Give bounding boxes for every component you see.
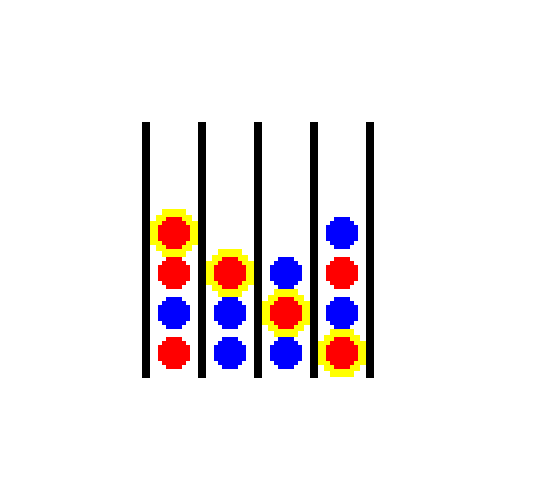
blue-ball xyxy=(270,257,302,289)
tube-wall xyxy=(366,122,374,378)
selected-red-ball xyxy=(318,329,366,377)
tube-wall xyxy=(198,122,206,378)
blue-ball xyxy=(326,217,358,249)
tube-2[interactable] xyxy=(206,122,254,378)
selected-red-ball xyxy=(262,289,310,337)
selected-red-ball xyxy=(150,209,198,257)
tube-4[interactable] xyxy=(318,122,366,378)
red-ball xyxy=(158,257,190,289)
tube-wall xyxy=(142,122,150,378)
tube-wall xyxy=(310,122,318,378)
red-ball xyxy=(158,337,190,369)
blue-ball xyxy=(326,297,358,329)
selected-red-ball xyxy=(206,249,254,297)
red-ball xyxy=(326,257,358,289)
blue-ball xyxy=(158,297,190,329)
blue-ball xyxy=(214,297,246,329)
blue-ball xyxy=(214,337,246,369)
tube-1[interactable] xyxy=(150,122,198,378)
tube-3[interactable] xyxy=(262,122,310,378)
tube-wall xyxy=(254,122,262,378)
blue-ball xyxy=(270,337,302,369)
